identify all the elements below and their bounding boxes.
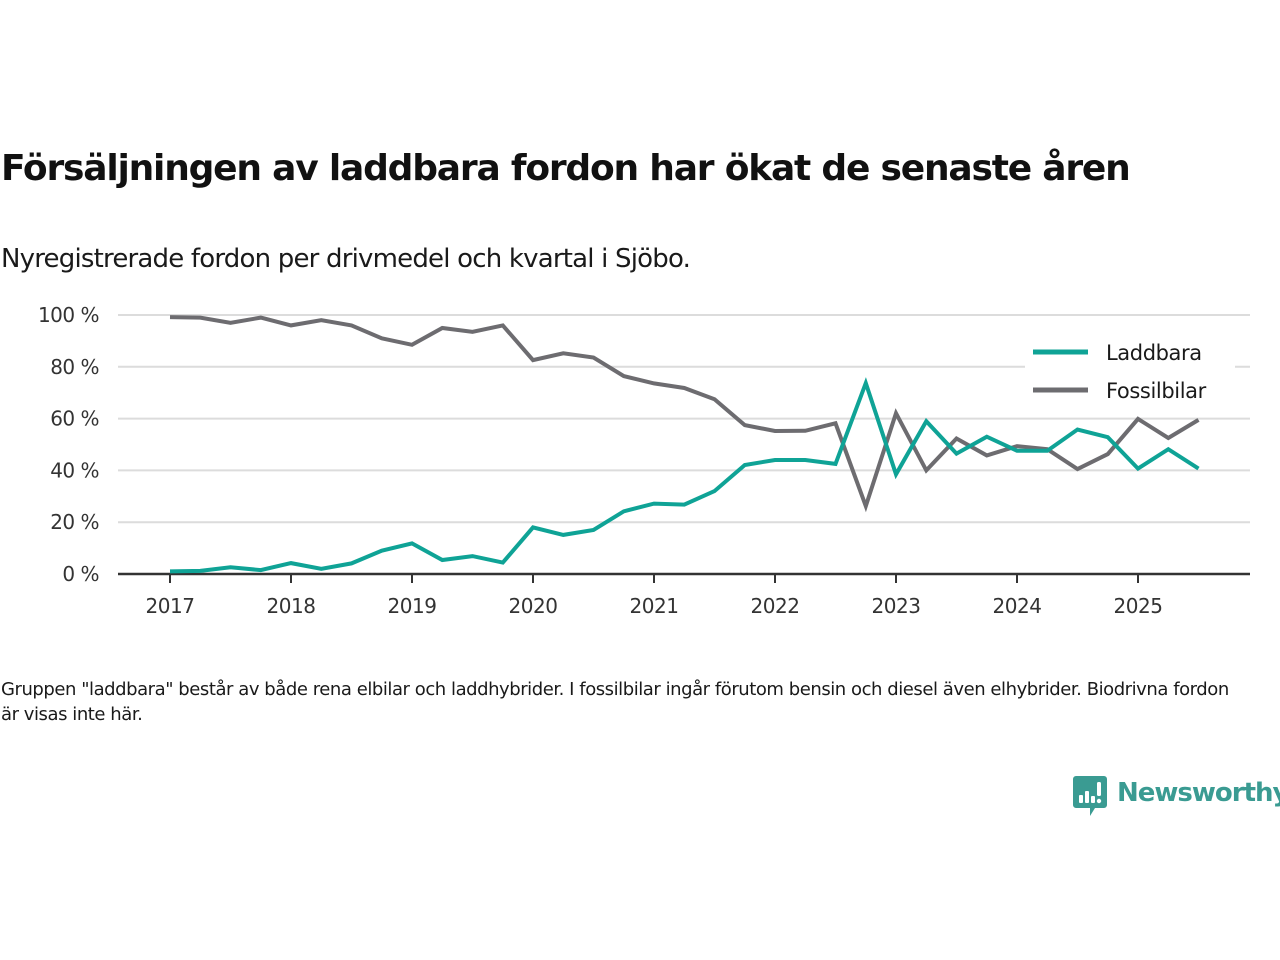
newsworthy-logo-icon — [1073, 776, 1107, 816]
x-tick-label: 2022 — [751, 594, 800, 618]
chart-title: Försäljningen av laddbara fordon har öka… — [1, 148, 1131, 189]
x-tick-label: 2025 — [1114, 594, 1163, 618]
x-tick-label: 2023 — [872, 594, 921, 618]
brand-name: Newsworthy — [1117, 778, 1280, 808]
y-tick-label: 80 % — [50, 355, 99, 379]
x-axis: 2017 2018 2019 2020 2021 2022 2023 2024 2025 — [118, 572, 1250, 618]
x-tick-label: 2017 — [146, 594, 195, 618]
y-tick-label: 100 % — [38, 303, 99, 327]
series-line-fossilbilar — [169, 315, 1200, 513]
x-tick-label: 2024 — [993, 594, 1042, 618]
legend: Laddbara Fossilbilar — [1025, 334, 1235, 414]
x-tick-label: 2020 — [509, 594, 558, 618]
y-tick-label: 60 % — [50, 407, 99, 431]
y-tick-label: 40 % — [50, 458, 99, 482]
x-tick-label: 2018 — [267, 594, 316, 618]
line-chart: 0 % 20 % 40 % 60 % 80 % 100 % 2017 2018 2019 202… — [38, 303, 1250, 618]
chart-subtitle: Nyregistrerade fordon per drivmedel och … — [1, 244, 691, 274]
y-axis: 0 % 20 % 40 % 60 % 80 % 100 % — [38, 303, 100, 586]
series-line-laddbara — [169, 377, 1200, 574]
y-tick-label: 20 % — [50, 510, 99, 534]
x-tick-label: 2019 — [388, 594, 437, 618]
legend-label: Fossilbilar — [1106, 379, 1207, 403]
x-tick-label: 2021 — [630, 594, 679, 618]
y-tick-label: 0 % — [62, 562, 99, 586]
legend-background — [1025, 334, 1235, 414]
footnote: Gruppen "laddbara" består av både rena e… — [1, 679, 1229, 725]
brand: Newsworthy — [1073, 776, 1280, 818]
series-lines — [169, 315, 1200, 574]
legend-label: Laddbara — [1106, 341, 1202, 365]
